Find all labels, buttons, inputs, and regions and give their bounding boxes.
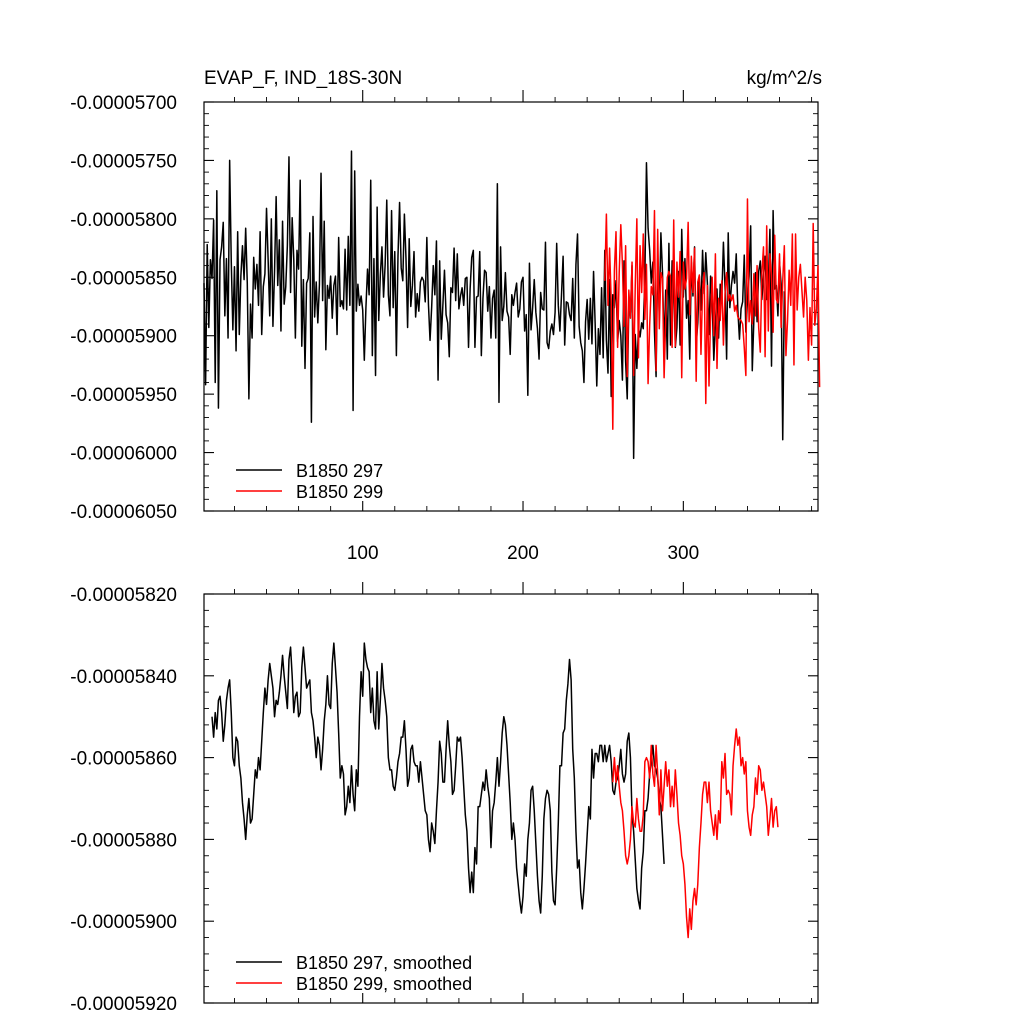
legend-bottom: B1850 297, smoothed B1850 299, smoothed: [236, 953, 472, 994]
units-label: kg/m^2/s: [747, 68, 822, 89]
y-tick-label: -0.00006050: [70, 502, 177, 523]
x-tick-label: 100: [347, 543, 379, 564]
plot-frame-bottom: [203, 593, 819, 1004]
panel-top: EVAP_F, IND_18S-30N kg/m^2/s -0.00005700…: [70, 68, 822, 564]
series-line-b1850-297-smoothed: [211, 642, 665, 914]
x-tick-label: 300: [667, 543, 699, 564]
series-line-b1850-299: [604, 198, 821, 430]
legend-top: B1850 297 B1850 299: [236, 461, 383, 502]
y-tick-label: -0.00005840: [70, 667, 177, 688]
legend-label-b1850-297-smoothed: B1850 297, smoothed: [296, 953, 472, 973]
y-tick-label: -0.00005860: [70, 749, 177, 770]
y-tick-label: -0.00005880: [70, 830, 177, 851]
legend-label-b1850-299-smoothed: B1850 299, smoothed: [296, 974, 472, 994]
series-group-top: [203, 150, 821, 460]
panel-bottom: -0.00005820 -0.00005840 -0.00005860 -0.0000…: [70, 582, 819, 1015]
tick-marks-bottom: [204, 582, 818, 1004]
y-tick-label: -0.00005920: [70, 994, 177, 1015]
y-tick-labels-bottom: -0.00005820 -0.00005840 -0.00005860 -0.0000…: [70, 585, 177, 1015]
y-tick-label: -0.00005750: [70, 151, 177, 172]
y-tick-label: -0.00005700: [70, 93, 177, 114]
y-tick-label: -0.00005900: [70, 327, 177, 348]
y-tick-label: -0.00005800: [70, 210, 177, 231]
x-tick-labels-top: 100 200 300: [347, 543, 699, 564]
series-line-b1850-299-smoothed: [612, 728, 779, 939]
legend-label-b1850-297: B1850 297: [296, 461, 383, 481]
y-tick-label: -0.00005950: [70, 385, 177, 406]
y-tick-label: -0.00005900: [70, 912, 177, 933]
series-group-bottom: [211, 642, 779, 939]
legend-label-b1850-299: B1850 299: [296, 482, 383, 502]
y-tick-label: -0.00005850: [70, 268, 177, 289]
series-line-b1850-297: [203, 150, 786, 460]
chart-title: EVAP_F, IND_18S-30N: [204, 68, 402, 89]
y-tick-label: -0.00005820: [70, 585, 177, 606]
y-tick-labels-top: -0.00005700 -0.00005750 -0.00005800 -0.0000…: [70, 93, 177, 523]
y-tick-label: -0.00006000: [70, 444, 177, 465]
x-tick-label: 200: [507, 543, 539, 564]
